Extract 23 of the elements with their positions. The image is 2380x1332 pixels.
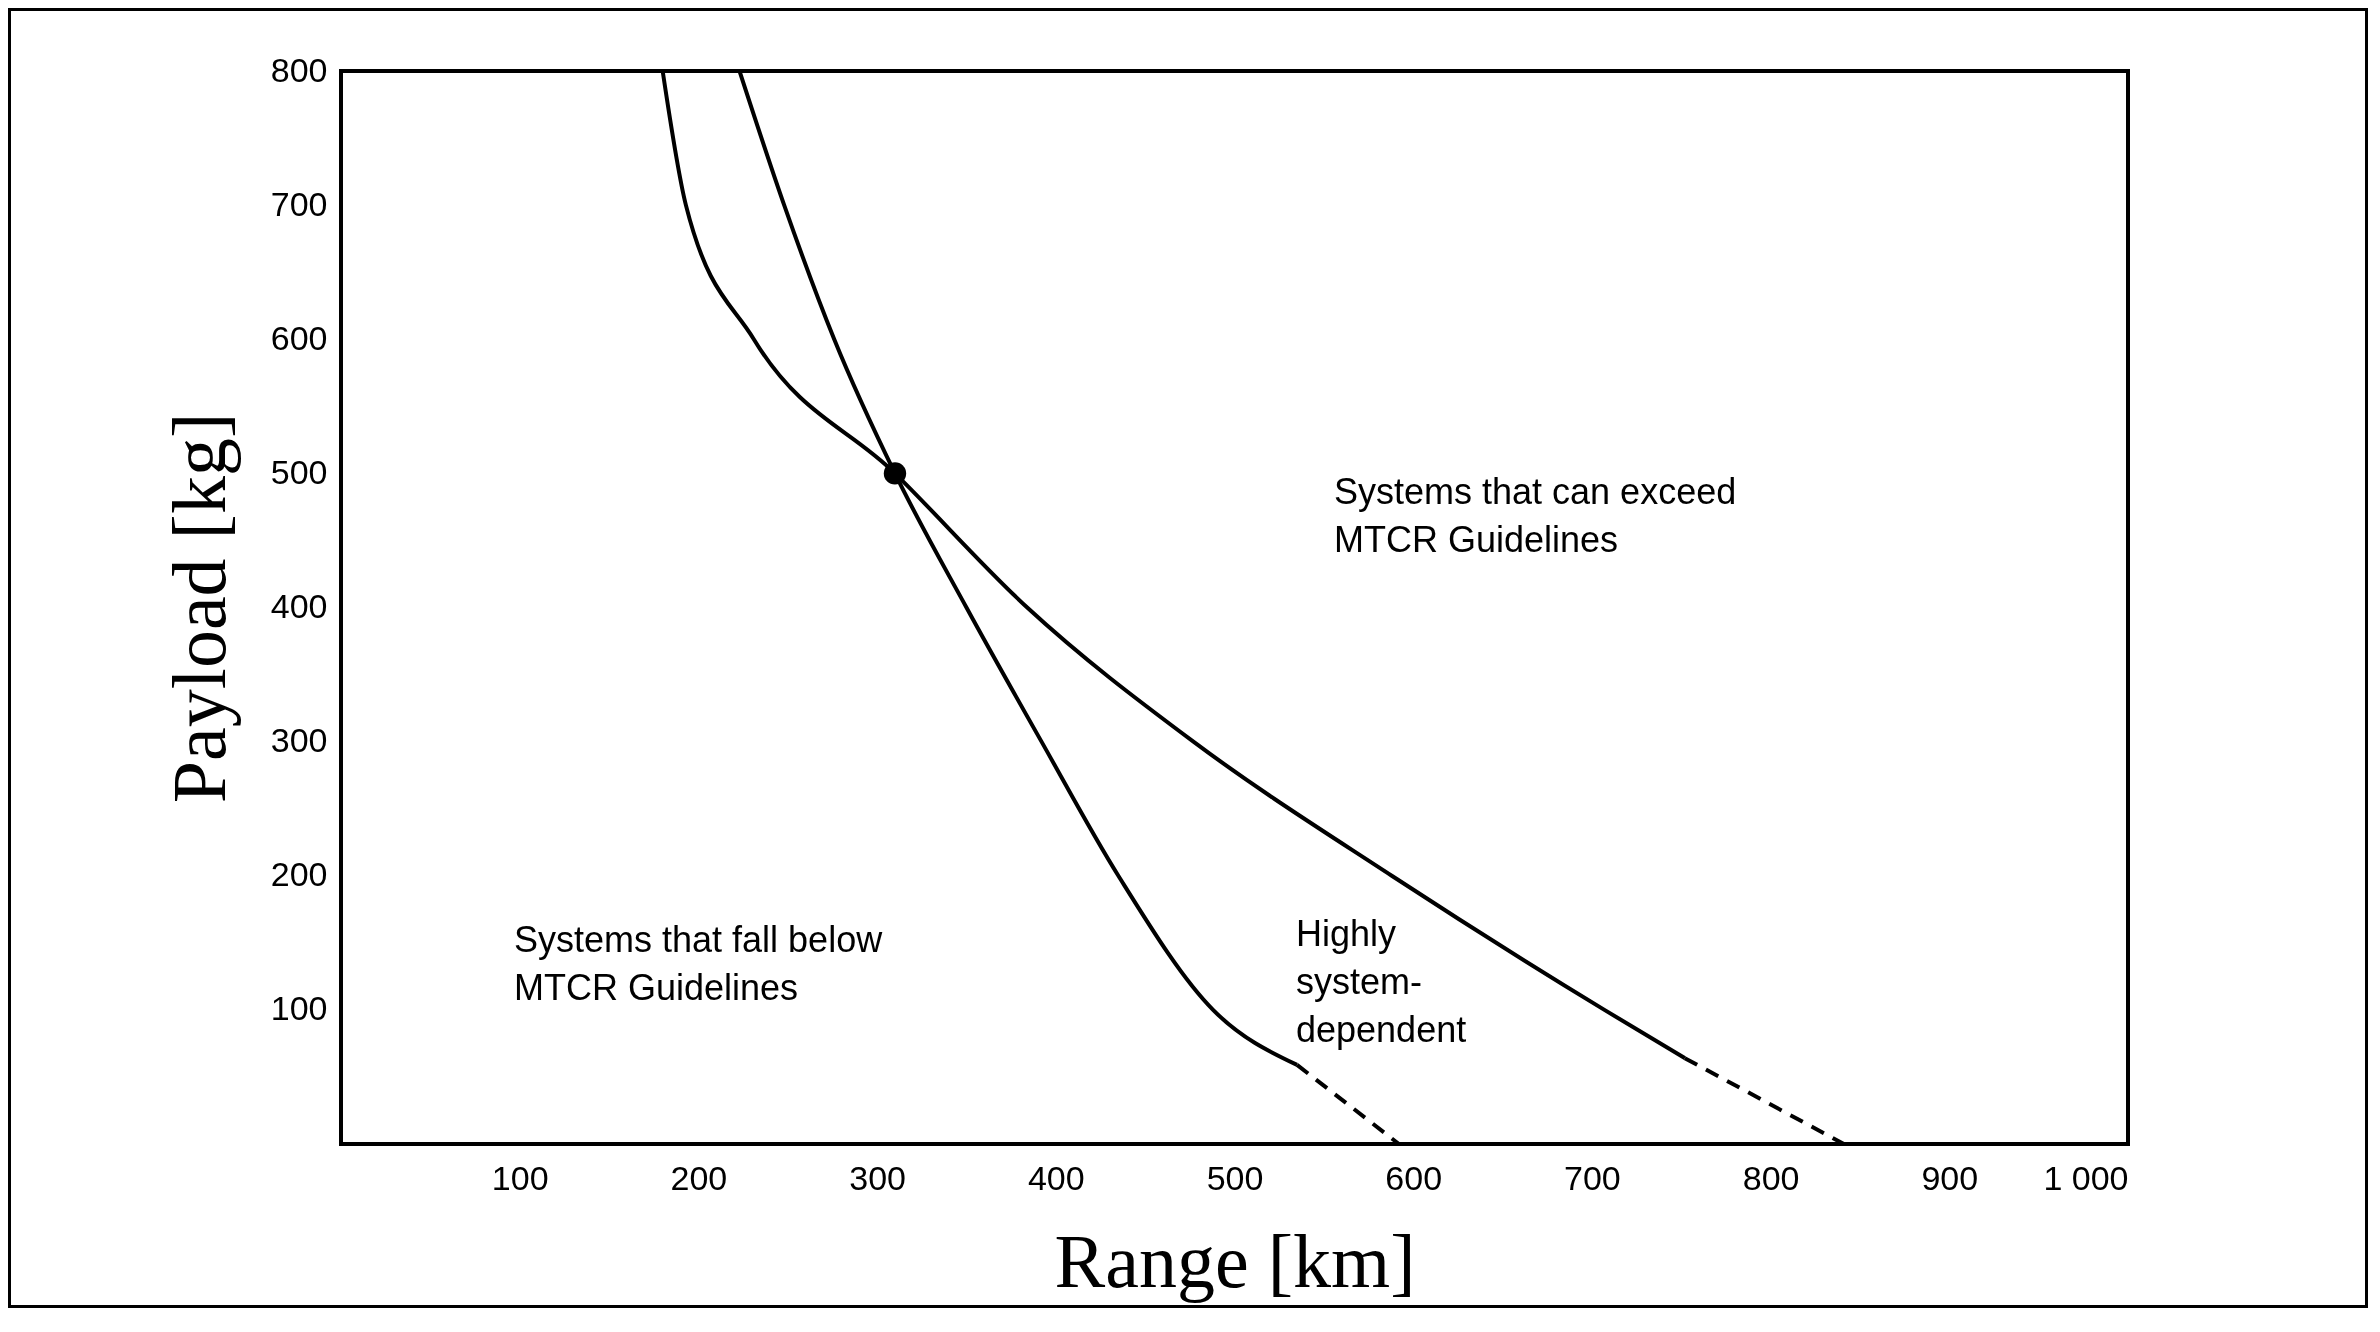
y-tick-label: 800 xyxy=(270,50,328,89)
y-tick-label: 500 xyxy=(270,452,328,491)
x-tick-label: 400 xyxy=(1027,1158,1085,1197)
x-tick-label: 200 xyxy=(670,1158,728,1197)
x-tick-label: 800 xyxy=(1742,1158,1800,1197)
annotation: Highly system- dependent xyxy=(1296,913,1467,1050)
y-tick-label: 400 xyxy=(270,587,328,625)
x-tick-label: 300 xyxy=(849,1158,906,1197)
y-tick-label: 200 xyxy=(270,855,328,894)
annotation: Systems that can exceed MTCR Guidelines xyxy=(1334,471,1737,560)
x-tick-label: 1 000 xyxy=(2043,1158,2129,1197)
x-tick-label: 600 xyxy=(1385,1158,1443,1197)
y-axis-title: Payload [kg] xyxy=(156,412,241,804)
x-tick-label: 100 xyxy=(491,1158,549,1197)
x-tick-label: 900 xyxy=(1921,1158,1979,1197)
y-tick-label: 100 xyxy=(270,989,328,1028)
y-tick-label: 600 xyxy=(270,318,328,357)
y-tick-label: 300 xyxy=(270,721,328,760)
x-tick-label: 500 xyxy=(1206,1158,1264,1197)
x-tick-label: 700 xyxy=(1564,1158,1621,1197)
annotation: Systems that fall below MTCR Guidelines xyxy=(514,919,884,1008)
y-tick-label: 700 xyxy=(270,184,328,223)
x-axis-title: Range [km] xyxy=(1054,1218,1416,1303)
